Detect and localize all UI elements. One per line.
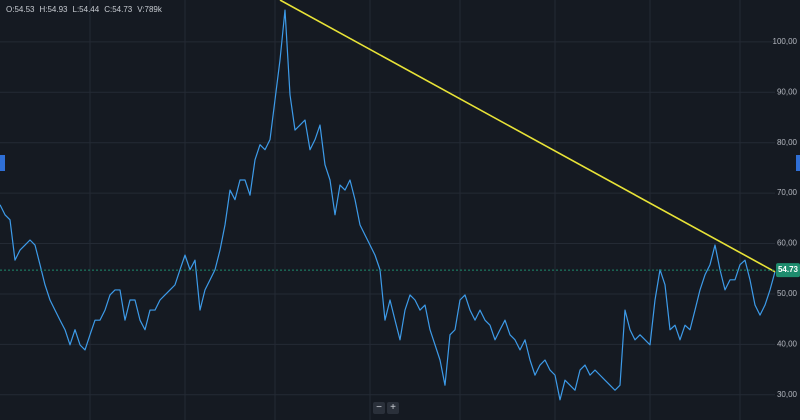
- y-tick-label: 50,00: [777, 289, 798, 298]
- ohlc-value: H:54.93: [39, 5, 68, 14]
- right-handle[interactable]: [796, 155, 800, 171]
- y-tick-label: 40,00: [777, 339, 798, 348]
- y-tick-label: 70,00: [777, 188, 798, 197]
- zoom-button[interactable]: +: [387, 402, 399, 414]
- last-price-label: 54.73: [778, 265, 799, 274]
- y-tick-label: 30,00: [777, 390, 798, 399]
- zoom-controls: − +: [373, 402, 399, 414]
- trend-line: [279, 0, 776, 273]
- y-tick-label: 90,00: [777, 87, 798, 96]
- ohlc-header: O:54.53 H:54.93 L:54.44 C:54.73 V:789k: [6, 5, 162, 14]
- ohlc-value: V:789k: [137, 5, 162, 14]
- y-tick-label: 80,00: [777, 138, 798, 147]
- left-handle[interactable]: [0, 155, 5, 171]
- zoom-button[interactable]: −: [373, 402, 385, 414]
- ohlc-value: L:54.44: [72, 5, 100, 14]
- y-tick-label: 100,00: [773, 37, 798, 46]
- price-line: [0, 9, 776, 401]
- last-price-box: [776, 263, 800, 278]
- ohlc-value: O:54.53: [6, 5, 35, 14]
- v-grid: [89, 0, 741, 420]
- y-tick-label: 60,00: [777, 239, 798, 248]
- ohlc-value: C:54.73: [104, 5, 133, 14]
